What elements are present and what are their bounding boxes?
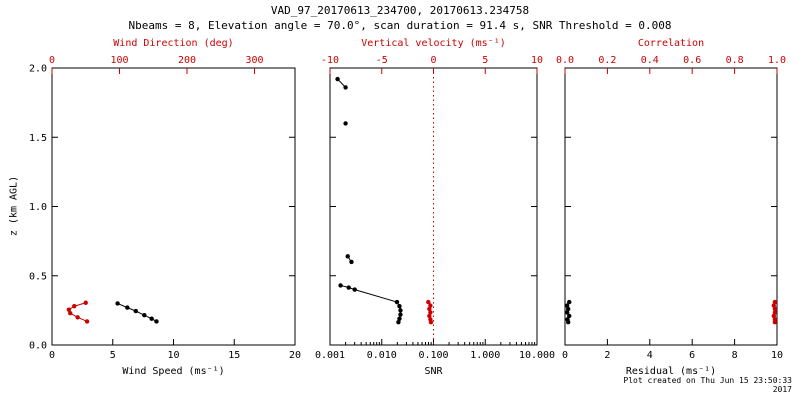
x-tick-label: 0.100: [418, 350, 448, 361]
panel-frame-2: [564, 67, 778, 346]
vertical_velocity-point: [427, 313, 432, 319]
residual-point: [564, 310, 570, 315]
snr-point: [343, 121, 348, 126]
vertical_velocity-point: [428, 303, 433, 308]
wind_direction-point: [72, 304, 77, 309]
wind_direction-point: [68, 310, 73, 316]
top-tick-label: 5: [482, 55, 488, 66]
x-tick-label: 10: [167, 350, 179, 361]
x-tick-label: 15: [228, 350, 240, 361]
wind_speed-point: [115, 301, 120, 306]
top-tick-label: 100: [110, 55, 128, 66]
residual-point: [567, 313, 572, 319]
snr-point: [343, 85, 348, 90]
snr-point: [345, 254, 350, 259]
snr-point: [398, 308, 403, 313]
x-tick-label: 8: [732, 350, 738, 361]
wind_speed-point: [142, 313, 147, 318]
x-tick-label: 0: [562, 350, 568, 361]
wind_direction-point: [84, 319, 90, 324]
top-tick-label: 300: [245, 55, 263, 66]
correlation-point: [772, 319, 778, 325]
x-tick-label: 10.000: [519, 350, 555, 361]
panel-frame-0: [51, 67, 296, 346]
snr-point: [397, 316, 402, 321]
x-tick-label: 1.000: [470, 350, 500, 361]
snr-point: [346, 285, 351, 290]
x-axis-title-wind-speed: Wind Speed (ms⁻¹): [122, 366, 225, 377]
top-tick-label: 0.4: [641, 55, 659, 66]
top-axis-title-vertical-velocity: Vertical velocity (ms⁻¹): [361, 38, 506, 49]
wind_direction-point: [66, 307, 72, 312]
residual-point: [564, 303, 570, 308]
wind_direction-point: [75, 315, 80, 320]
y-tick-label: 0.0: [29, 341, 47, 352]
top-tick-label: 0.0: [556, 55, 574, 66]
x-tick-label: 0.010: [367, 350, 397, 361]
top-tick-label: 0: [430, 55, 436, 66]
x-tick-label: 6: [689, 350, 695, 361]
top-tick-label: -5: [376, 55, 388, 66]
snr-point: [396, 319, 401, 325]
snr-point: [338, 283, 343, 288]
vertical_velocity-point: [427, 306, 432, 312]
x-axis-title-residual: Residual (ms⁻¹): [625, 366, 717, 377]
plot-subtitle: Nbeams = 8, Elevation angle = 70.0°, sca…: [128, 19, 672, 32]
snr-point: [352, 287, 357, 292]
snr-point: [335, 76, 340, 82]
y-tick-label: 1.5: [29, 133, 47, 144]
top-tick-label: 200: [178, 55, 196, 66]
correlation-point: [772, 299, 778, 305]
top-axis-title-wind-direction: Wind Direction (deg): [113, 38, 234, 49]
snr-point: [397, 304, 402, 309]
snr-point: [394, 299, 400, 305]
x-axis-title-snr: SNR: [424, 366, 443, 377]
top-tick-label: 0: [49, 55, 55, 66]
y-tick-label: 2.0: [29, 64, 47, 75]
top-tick-label: 0.8: [726, 55, 744, 66]
y-tick-label: 0.5: [29, 271, 47, 282]
plot-timestamp: Plot created on Thu Jun 15 23:50:33 2017: [623, 376, 792, 394]
x-tick-label: 0.001: [315, 350, 345, 361]
correlation-point: [771, 313, 777, 319]
top-tick-label: 1.0: [768, 55, 786, 66]
plot-title: VAD_97_20170613_234700, 20170613.234758: [270, 4, 530, 17]
vertical_velocity-point: [428, 319, 434, 325]
wind_direction-point: [83, 300, 88, 305]
correlation-point: [771, 303, 777, 308]
x-tick-label: 0: [49, 350, 55, 361]
x-tick-label: 5: [110, 350, 116, 361]
snr-line: [340, 284, 401, 323]
x-tick-label: 2: [604, 350, 610, 361]
y-tick-label: 1.0: [29, 202, 47, 213]
vertical_velocity-point: [428, 310, 433, 315]
top-tick-label: 0.6: [683, 55, 701, 66]
wind_speed-point: [154, 319, 159, 324]
x-tick-label: 10: [771, 350, 783, 361]
top-tick-label: 10: [531, 55, 543, 66]
top-tick-label: -10: [321, 55, 339, 66]
snr-point: [398, 312, 403, 317]
wind_speed-point: [133, 308, 139, 314]
correlation-point: [772, 306, 778, 312]
wind_speed-point: [149, 316, 154, 321]
top-axis-title-correlation: Correlation: [637, 38, 705, 49]
residual-point: [565, 306, 571, 312]
wind_speed-point: [125, 305, 130, 310]
residual-point: [567, 299, 572, 305]
top-tick-label: 0.2: [598, 55, 616, 66]
correlation-point: [772, 310, 778, 315]
x-tick-label: 20: [289, 350, 301, 361]
residual-point: [565, 319, 571, 325]
x-tick-label: 4: [647, 350, 653, 361]
snr-point: [349, 259, 354, 265]
vertical_velocity-point: [426, 299, 431, 305]
